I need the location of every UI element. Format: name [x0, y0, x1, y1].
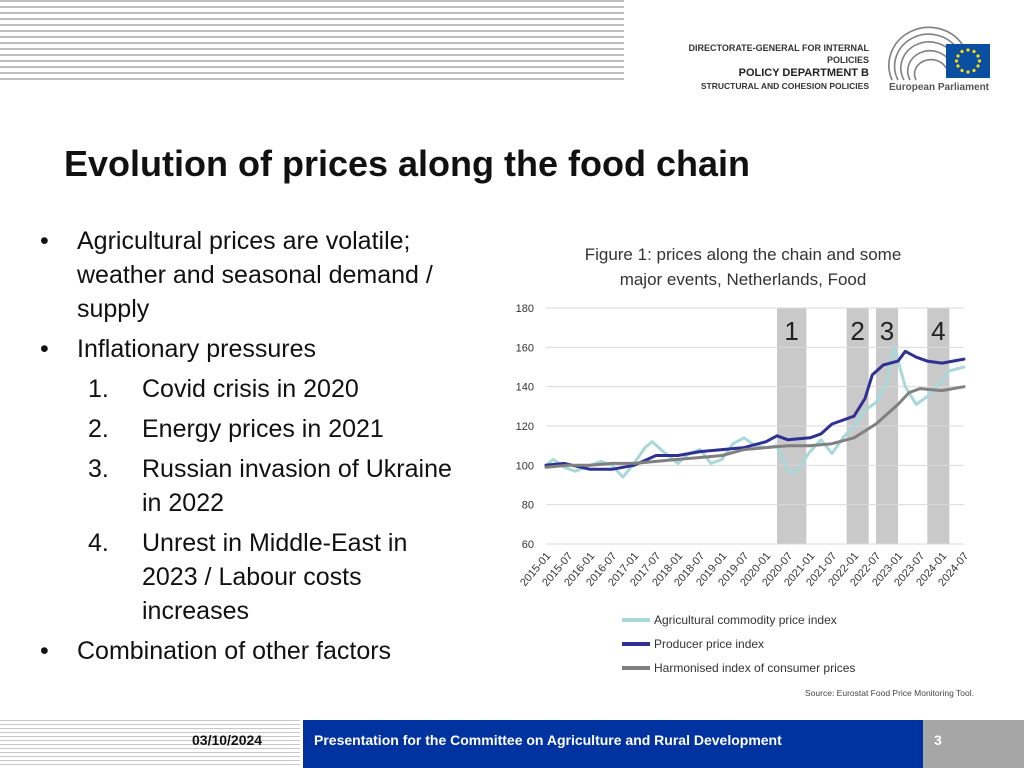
numbered-item: 2. Energy prices in 2021	[32, 412, 502, 446]
item-number: 4.	[88, 529, 109, 557]
bullet-dot: •	[40, 637, 49, 665]
numbered-item: 3. Russian invasion of Ukraine in 2022	[32, 452, 502, 520]
y-tick-label: 180	[516, 303, 534, 315]
bullet-dot: •	[40, 335, 49, 363]
chart-source: Source: Eurostat Food Price Monitoring T…	[805, 688, 974, 698]
numbered-line: Unrest in Middle-East in	[142, 529, 408, 557]
org-line-3: STRUCTURAL AND COHESION POLICIES	[700, 81, 869, 91]
event-band-label: 3	[880, 316, 894, 346]
item-number: 1.	[88, 375, 109, 403]
legend-label: Producer price index	[654, 637, 764, 651]
chart-title-line: Figure 1: prices along the chain and som…	[585, 245, 902, 264]
slide-title: Evolution of prices along the food chain	[64, 143, 751, 184]
header-stripes	[0, 0, 624, 84]
legend-label: Harmonised index of consumer prices	[654, 661, 855, 675]
bullet-list: • Agricultural prices are volatile; weat…	[32, 224, 502, 668]
numbered-line: Covid crisis in 2020	[142, 375, 359, 403]
y-tick-label: 60	[522, 539, 534, 551]
numbered-item: 1. Covid crisis in 2020	[32, 372, 502, 406]
bullet-line: weather and seasonal demand /	[77, 261, 433, 289]
y-tick-label: 140	[516, 382, 534, 394]
y-tick-label: 120	[516, 421, 534, 433]
page-number: 3	[934, 732, 942, 748]
logo-text: European Parliament	[888, 82, 990, 93]
bullet-line: supply	[77, 295, 150, 323]
legend-label: Agricultural commodity price index	[654, 613, 837, 627]
numbered-line: increases	[142, 597, 249, 625]
price-chart-svg: Figure 1: prices along the chain and som…	[516, 245, 974, 698]
numbered-line: 2023 / Labour costs	[142, 563, 362, 591]
bullet-dot: •	[40, 227, 49, 255]
org-block: DIRECTORATE-GENERAL FOR INTERNAL POLICIE…	[664, 42, 869, 92]
bullet-line: Inflationary pressures	[77, 335, 317, 363]
numbered-item: 4. Unrest in Middle-East in 2023 / Labou…	[32, 526, 502, 628]
european-parliament-logo-icon	[888, 26, 990, 81]
bullet-item: • Inflationary pressures	[32, 332, 502, 366]
chart-title-line: major events, Netherlands, Food	[620, 270, 867, 289]
y-tick-label: 100	[516, 460, 534, 472]
numbered-line: in 2022	[142, 489, 225, 517]
bullet-item: • Combination of other factors	[32, 634, 502, 668]
y-tick-label: 80	[522, 500, 534, 512]
series-line	[544, 345, 966, 479]
org-line-1: DIRECTORATE-GENERAL FOR INTERNAL POLICIE…	[688, 43, 869, 65]
event-band-label: 1	[784, 316, 798, 346]
price-chart: Figure 1: prices along the chain and som…	[500, 236, 990, 706]
footer-text: Presentation for the Committee on Agricu…	[314, 732, 782, 748]
bullet-line: Combination of other factors	[77, 637, 392, 665]
event-band-label: 4	[931, 316, 945, 346]
series-line	[544, 385, 966, 469]
org-line-2: POLICY DEPARTMENT B	[738, 67, 869, 79]
numbered-line: Russian invasion of Ukraine	[142, 455, 452, 483]
y-tick-label: 160	[516, 342, 534, 354]
item-number: 2.	[88, 415, 109, 443]
item-number: 3.	[88, 455, 109, 483]
bullet-line: Agricultural prices are volatile;	[77, 227, 411, 255]
footer-banner	[303, 720, 923, 768]
page-number-box	[923, 720, 1024, 768]
event-band-label: 2	[850, 316, 864, 346]
numbered-line: Energy prices in 2021	[142, 415, 384, 443]
footer-stripes	[0, 720, 300, 768]
footer-date: 03/10/2024	[192, 732, 263, 748]
bullet-item: • Agricultural prices are volatile; weat…	[32, 224, 502, 326]
